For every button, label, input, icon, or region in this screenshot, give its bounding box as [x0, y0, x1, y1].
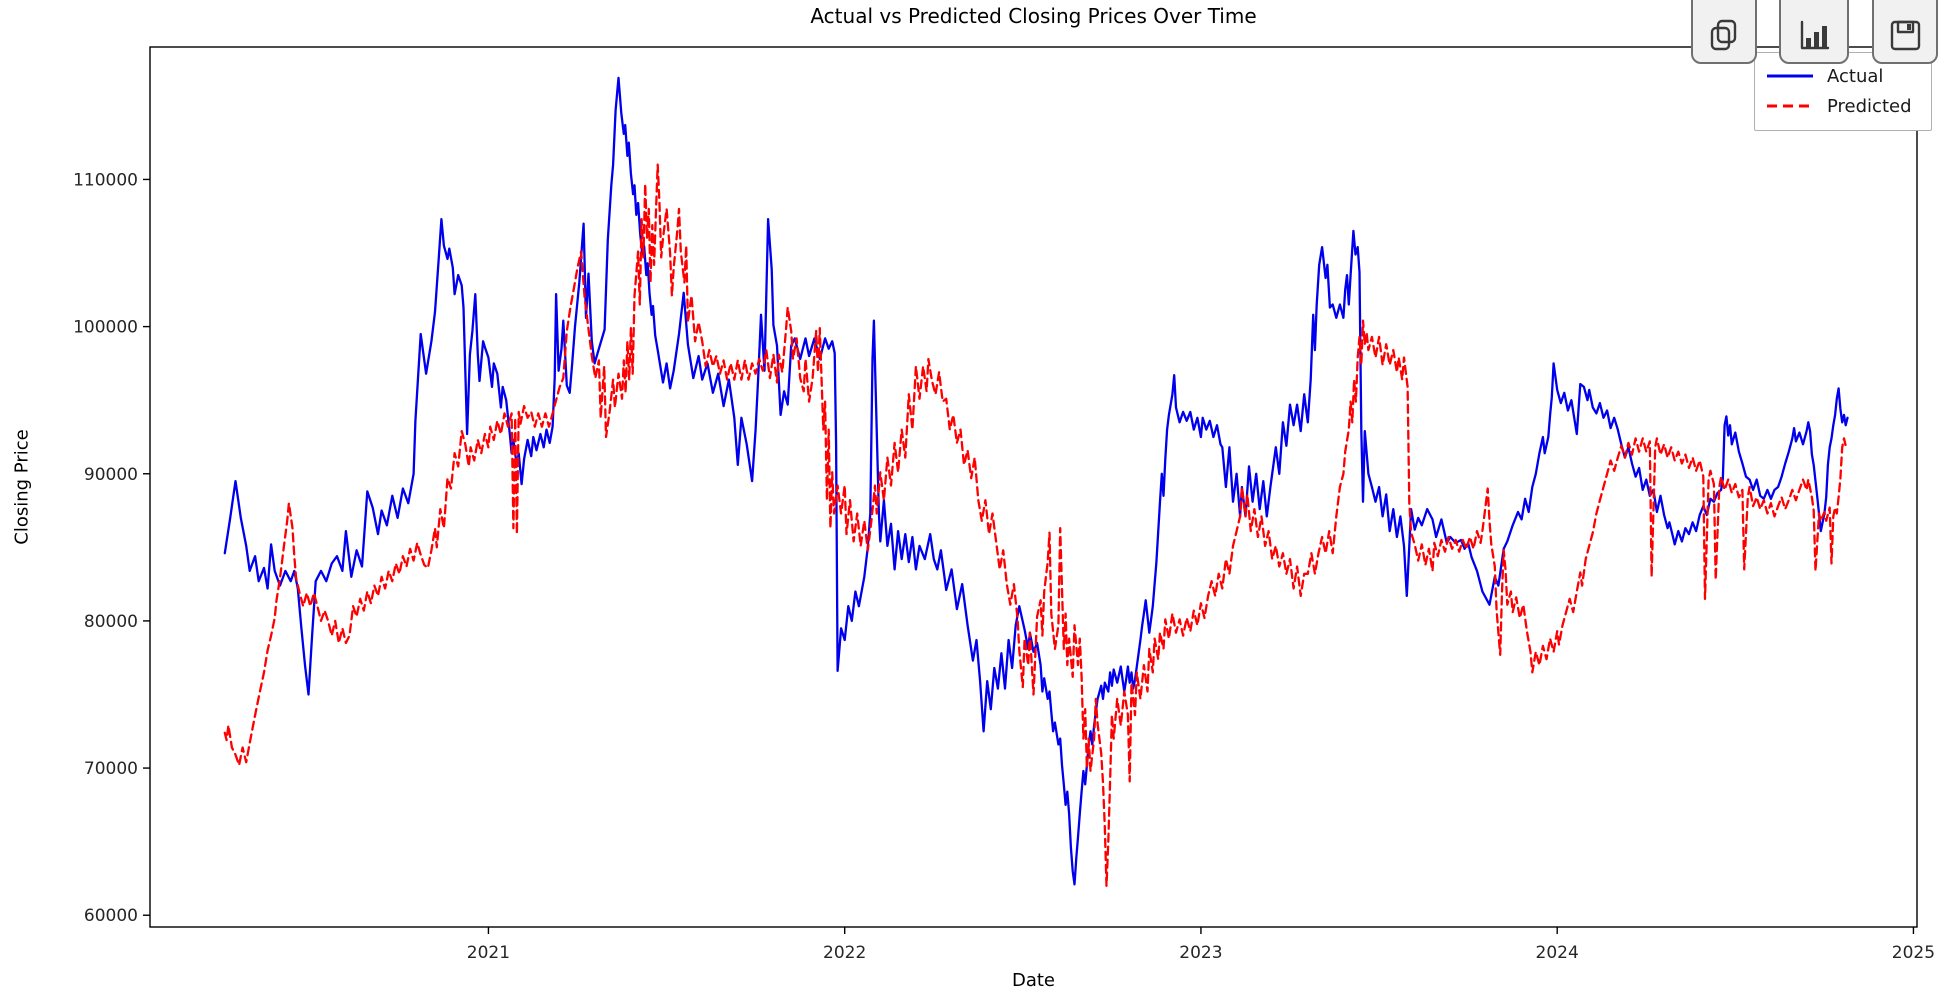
chart-title: Actual vs Predicted Closing Prices Over …	[810, 4, 1257, 28]
series-line-predicted	[223, 163, 1849, 887]
legend-line-actual-icon	[1767, 74, 1813, 78]
bar-chart-icon	[1800, 20, 1830, 50]
legend-item-predicted: Predicted	[1765, 91, 1921, 121]
legend-label-predicted: Predicted	[1827, 95, 1912, 117]
x-axis-label: Date	[1011, 970, 1056, 991]
y-tick-label: 110000	[73, 170, 138, 190]
x-tick-label: 2025	[1892, 943, 1935, 963]
save-button[interactable]	[1872, 0, 1938, 64]
y-tick-label: 60000	[84, 906, 138, 926]
x-tick-label: 2023	[1179, 943, 1222, 963]
copy-button[interactable]	[1691, 0, 1757, 64]
y-tick-label: 70000	[84, 759, 138, 779]
legend: Actual Predicted	[1754, 52, 1932, 131]
plot-spines	[149, 46, 1918, 928]
y-tick-label: 80000	[84, 612, 138, 632]
save-icon	[1890, 20, 1921, 51]
copy-icon	[1710, 19, 1737, 51]
bar-chart-button[interactable]	[1779, 0, 1849, 64]
y-tick-label: 90000	[84, 465, 138, 485]
legend-line-predicted-icon	[1767, 104, 1813, 108]
x-tick-label: 2021	[467, 943, 510, 963]
legend-item-actual: Actual	[1765, 61, 1921, 91]
series-line-actual	[223, 76, 1849, 886]
x-tick-label: 2024	[1536, 943, 1579, 963]
y-tick-label: 100000	[73, 318, 138, 338]
y-axis-label: Closing Price	[11, 429, 33, 545]
legend-label-actual: Actual	[1827, 65, 1884, 87]
x-tick-label: 2022	[823, 943, 866, 963]
